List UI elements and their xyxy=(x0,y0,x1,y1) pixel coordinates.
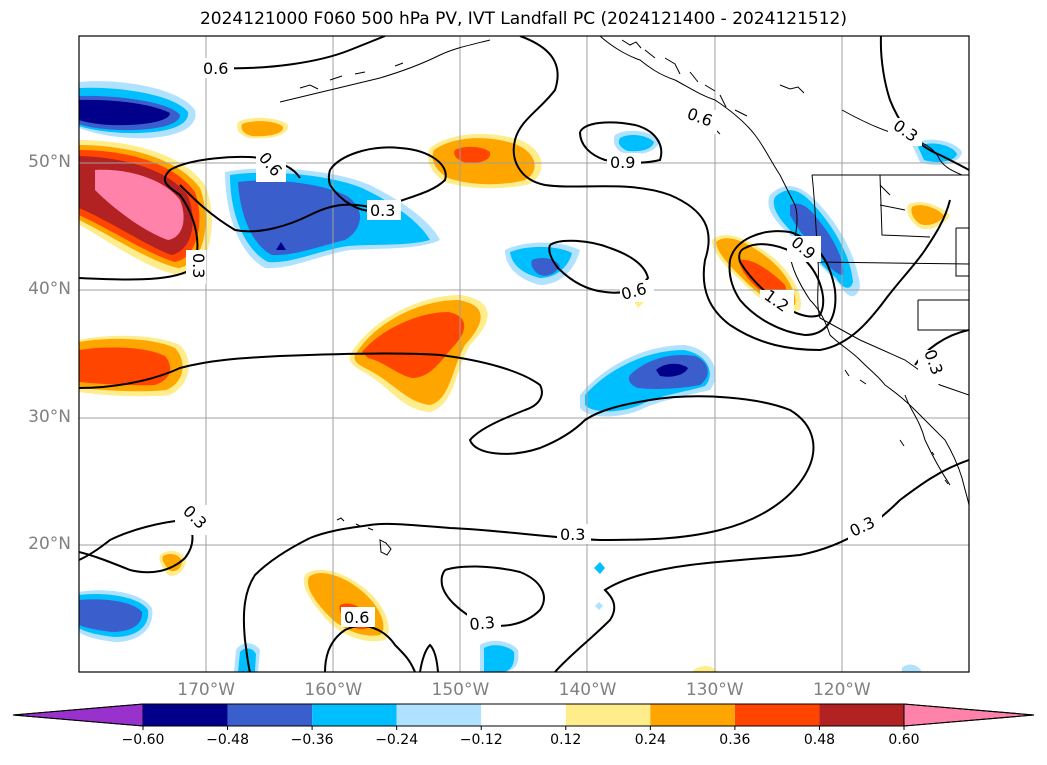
colorbar-extend-low xyxy=(12,703,144,727)
latitude-label: 40°N xyxy=(28,279,71,300)
colorbar-swatch xyxy=(734,704,820,726)
contour-lines xyxy=(79,36,969,672)
contour-label: 0.3 xyxy=(560,525,585,544)
gridlines xyxy=(79,36,969,672)
colorbar-tick-label: 0.36 xyxy=(719,732,751,748)
colorbar-swatch xyxy=(650,704,735,726)
contour-label: 0.9 xyxy=(610,153,635,172)
contour-label: 0.6 xyxy=(203,59,228,78)
latitude-label: 50°N xyxy=(28,152,71,173)
colorbar-tick-label: −0.60 xyxy=(121,732,165,748)
colorbar-swatch xyxy=(227,704,313,726)
contour-label: 0.6 xyxy=(344,608,369,627)
map-title: 2024121000 F060 500 hPa PV, IVT Landfall… xyxy=(199,9,847,29)
colorbar-swatch xyxy=(481,704,566,726)
colorbar-extend-high xyxy=(903,703,1035,727)
colorbar-tick-label: −0.36 xyxy=(290,732,334,748)
longitude-label: 120°W xyxy=(812,680,871,700)
coastlines xyxy=(279,36,969,556)
contour-label: 0.3 xyxy=(189,253,208,278)
colorbar-swatch xyxy=(312,704,397,726)
colorbar-swatch xyxy=(143,704,228,726)
map-frame xyxy=(78,35,970,673)
longitude-label: 130°W xyxy=(685,680,744,700)
colorbar-swatch xyxy=(819,704,904,726)
colorbar-tick-label: 0.12 xyxy=(550,732,582,748)
contour-label: 0.3 xyxy=(469,613,496,634)
contour-label: 0.3 xyxy=(370,201,395,220)
colorbar-swatch xyxy=(565,704,651,726)
colorbar-tick-label: −0.12 xyxy=(459,732,503,748)
colorbar xyxy=(12,703,1035,730)
longitude-label: 170°W xyxy=(177,680,236,700)
latitude-label: 30°N xyxy=(28,406,71,427)
colorbar-tick-label: 0.48 xyxy=(803,732,836,748)
colorbar-tick-label: 0.60 xyxy=(888,732,920,748)
colorbar-tick-label: −0.24 xyxy=(375,732,419,748)
colorbar-tick-label: −0.48 xyxy=(206,732,249,748)
longitude-label: 150°W xyxy=(431,680,490,700)
longitude-label: 140°W xyxy=(558,680,617,700)
colorbar-tick-label: 0.24 xyxy=(634,732,666,748)
longitude-label: 160°W xyxy=(304,680,363,700)
colorbar-swatch xyxy=(396,704,482,726)
latitude-label: 20°N xyxy=(28,533,71,554)
